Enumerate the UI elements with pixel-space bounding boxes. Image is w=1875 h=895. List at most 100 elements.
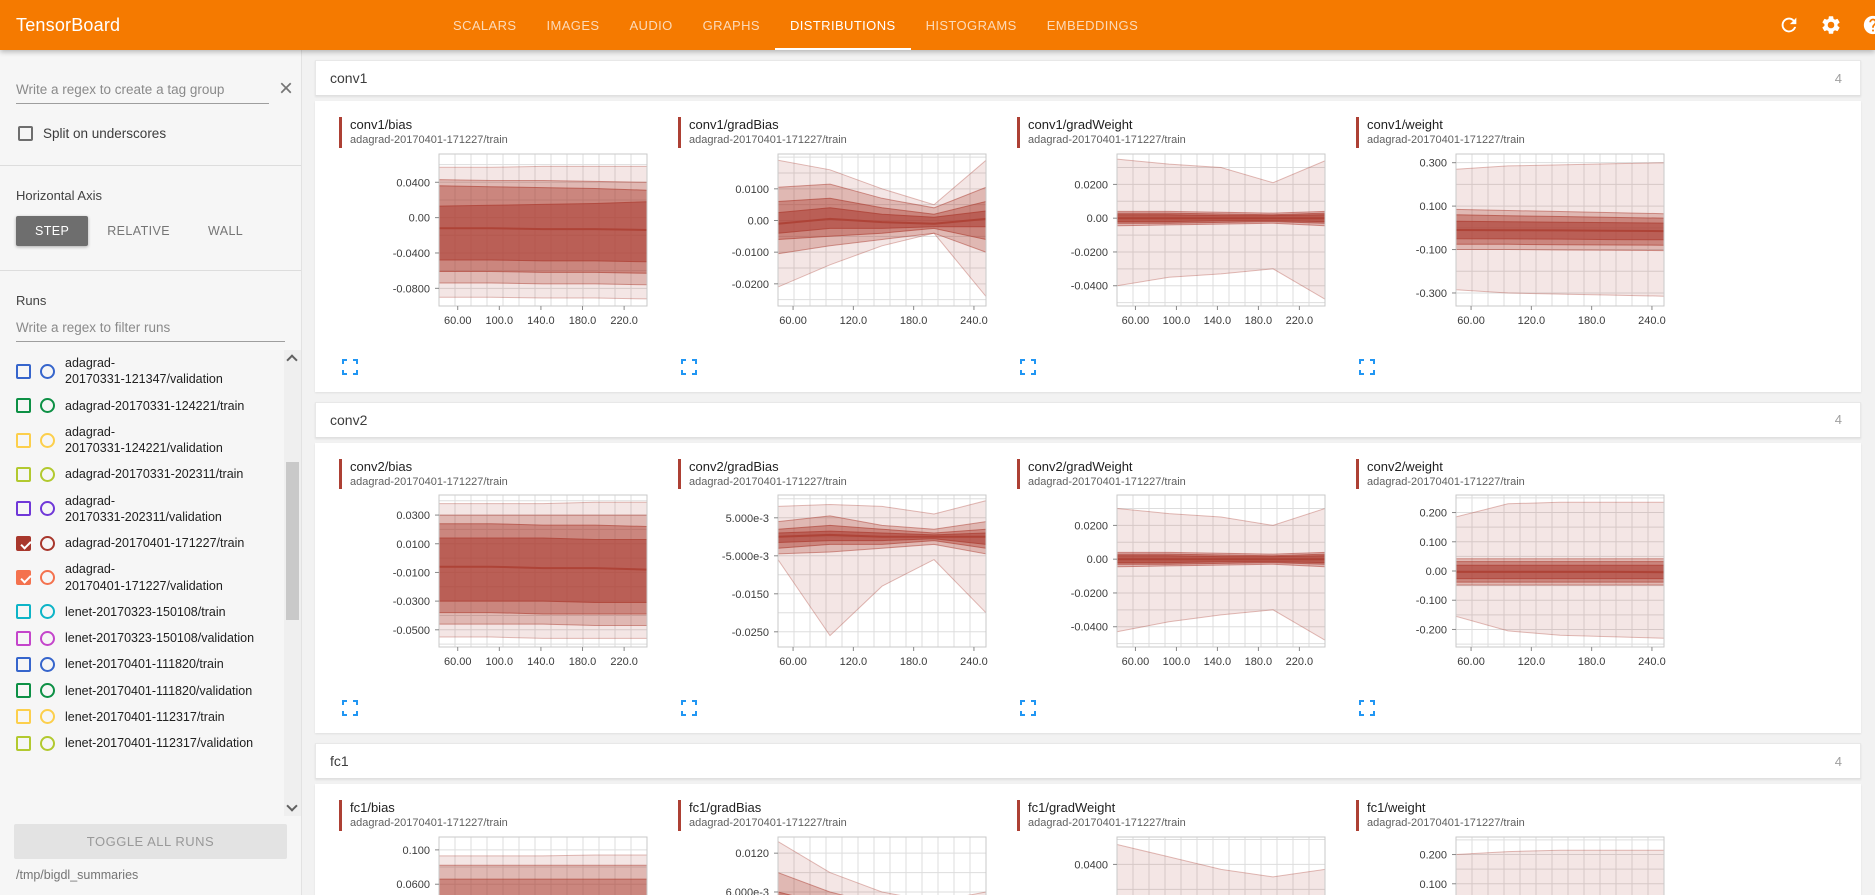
svg-text:180.0: 180.0: [1245, 656, 1273, 668]
run-label: adagrad-20170331-124221/train: [65, 398, 245, 413]
svg-text:240.0: 240.0: [960, 315, 988, 327]
run-row[interactable]: adagrad- 20170331-121347/validation: [0, 350, 281, 393]
tag-group-regex-input[interactable]: [16, 78, 269, 104]
run-checkbox[interactable]: [16, 466, 31, 482]
run-row[interactable]: adagrad-20170331-202311/train: [0, 461, 281, 487]
expand-chart-button[interactable]: [680, 700, 698, 718]
tab-audio[interactable]: AUDIO: [629, 17, 673, 33]
run-checkbox[interactable]: [16, 683, 31, 699]
expand-chart-button[interactable]: [341, 358, 359, 377]
run-row[interactable]: adagrad-20170401-171227/train: [0, 530, 281, 556]
run-row[interactable]: lenet-20170401-112317/train: [0, 704, 281, 730]
run-filter-regex-input[interactable]: [16, 316, 285, 342]
chart-title: fc1/gradBias: [689, 800, 762, 816]
tab-distributions[interactable]: DISTRIBUTIONS: [775, 0, 911, 50]
svg-text:-0.100: -0.100: [1416, 244, 1447, 256]
run-checkbox[interactable]: [16, 604, 31, 620]
svg-text:120.0: 120.0: [840, 656, 868, 668]
run-color-circle: [40, 466, 55, 482]
run-color-bar: [1356, 458, 1359, 490]
run-checkbox[interactable]: [16, 398, 31, 414]
section-header-fc1[interactable]: fc1 4: [315, 743, 1861, 780]
run-row[interactable]: lenet-20170401-111820/validation: [0, 678, 281, 704]
expand-chart-button[interactable]: [1019, 358, 1037, 377]
svg-text:0.00: 0.00: [1426, 566, 1447, 578]
run-row[interactable]: lenet-20170401-111820/train: [0, 651, 281, 677]
tab-scalars[interactable]: SCALARS: [453, 17, 517, 33]
run-label: adagrad- 20170331-124221/validation: [65, 424, 223, 455]
svg-text:240.0: 240.0: [960, 656, 988, 668]
svg-text:-5.000e-3: -5.000e-3: [722, 551, 769, 563]
expand-chart-button[interactable]: [1358, 358, 1376, 377]
run-row[interactable]: adagrad-20170331-124221/train: [0, 393, 281, 419]
scroll-down-icon[interactable]: [286, 800, 298, 812]
svg-text:-0.0200: -0.0200: [1071, 588, 1108, 600]
chart-tile: conv2/weight adagrad-20170401-171227/trai…: [1356, 458, 1695, 722]
chart-run-label: adagrad-20170401-171227/train: [350, 134, 508, 147]
run-row[interactable]: lenet-20170323-150108/validation: [0, 625, 281, 651]
run-row[interactable]: adagrad- 20170331-202311/validation: [0, 488, 281, 531]
chart-title: conv1/gradBias: [689, 117, 779, 132]
run-color-bar: [339, 117, 342, 148]
scroll-up-icon[interactable]: [286, 354, 298, 366]
chart-tile: conv1/weight adagrad-20170401-171227/trai…: [1356, 117, 1695, 380]
run-checkbox[interactable]: [16, 656, 31, 672]
chart-tile: conv2/bias adagrad-20170401-171227/train 0…: [339, 458, 678, 722]
svg-text:0.00: 0.00: [1087, 213, 1108, 225]
expand-chart-button[interactable]: [1358, 700, 1376, 718]
chart-run-label: adagrad-20170401-171227/train: [1367, 817, 1525, 830]
axis-wall-button[interactable]: WALL: [207, 224, 244, 238]
svg-text:0.0200: 0.0200: [1074, 179, 1108, 191]
axis-relative-button[interactable]: RELATIVE: [107, 224, 170, 238]
horizontal-axis-label: Horizontal Axis: [16, 188, 102, 203]
tab-graphs[interactable]: GRAPHS: [702, 17, 760, 33]
run-checkbox[interactable]: [16, 432, 31, 448]
svg-text:180.0: 180.0: [1578, 656, 1606, 668]
help-icon[interactable]: [1862, 14, 1875, 36]
svg-text:-0.100: -0.100: [1416, 595, 1447, 607]
chart-run-label: adagrad-20170401-171227/train: [689, 134, 847, 147]
chart-title: conv2/bias: [350, 458, 413, 474]
svg-text:220.0: 220.0: [610, 656, 638, 668]
run-label: adagrad-20170331-202311/train: [65, 467, 244, 482]
run-checkbox[interactable]: [16, 535, 31, 551]
section-header-conv2[interactable]: conv2 4: [315, 401, 1861, 438]
run-color-bar: [1017, 800, 1020, 831]
run-checkbox[interactable]: [16, 363, 31, 379]
run-checkbox[interactable]: [16, 735, 31, 751]
run-checkbox[interactable]: [16, 570, 31, 585]
run-row[interactable]: lenet-20170401-112317/validation: [0, 730, 281, 756]
run-row[interactable]: lenet-20170323-150108/train: [0, 599, 281, 625]
svg-text:180.0: 180.0: [569, 315, 597, 327]
expand-chart-button[interactable]: [680, 358, 698, 377]
section-header-conv1[interactable]: conv1 4: [315, 60, 1861, 96]
run-list-scrollbar[interactable]: [284, 350, 301, 816]
distribution-chart: 0.0300 0.0100 -0.0100 -0.0300 -0.0500 60.00 10…: [393, 494, 648, 668]
split-checkbox[interactable]: [18, 126, 33, 141]
run-checkbox[interactable]: [16, 630, 31, 646]
close-icon[interactable]: ×: [278, 75, 293, 102]
split-on-underscores-row[interactable]: Split on underscores: [18, 126, 301, 141]
tab-embeddings[interactable]: EMBEDDINGS: [1046, 17, 1139, 33]
run-color-bar: [678, 458, 681, 490]
chart-run-label: adagrad-20170401-171227/train: [350, 475, 508, 488]
chart-run-label: adagrad-20170401-171227/train: [689, 475, 847, 488]
split-label: Split on underscores: [43, 126, 167, 141]
axis-step-button[interactable]: STEP: [16, 216, 89, 246]
svg-text:120.0: 120.0: [1518, 315, 1546, 327]
svg-text:220.0: 220.0: [1286, 315, 1314, 327]
tab-images[interactable]: IMAGES: [546, 17, 600, 33]
settings-gear-icon[interactable]: [1820, 14, 1842, 36]
run-label: lenet-20170401-112317/validation: [65, 736, 254, 750]
expand-chart-button[interactable]: [1019, 700, 1037, 718]
run-checkbox[interactable]: [16, 501, 31, 517]
run-row[interactable]: adagrad- 20170401-171227/validation: [0, 556, 281, 599]
tab-histograms[interactable]: HISTOGRAMS: [925, 17, 1017, 33]
run-row[interactable]: adagrad- 20170331-124221/validation: [0, 419, 281, 462]
run-checkbox[interactable]: [16, 709, 31, 725]
refresh-icon[interactable]: [1778, 14, 1800, 36]
svg-text:100.0: 100.0: [1163, 315, 1191, 327]
toggle-all-runs-button[interactable]: TOGGLE ALL RUNS: [14, 824, 287, 859]
scrollbar-thumb[interactable]: [286, 461, 299, 621]
expand-chart-button[interactable]: [341, 700, 359, 718]
